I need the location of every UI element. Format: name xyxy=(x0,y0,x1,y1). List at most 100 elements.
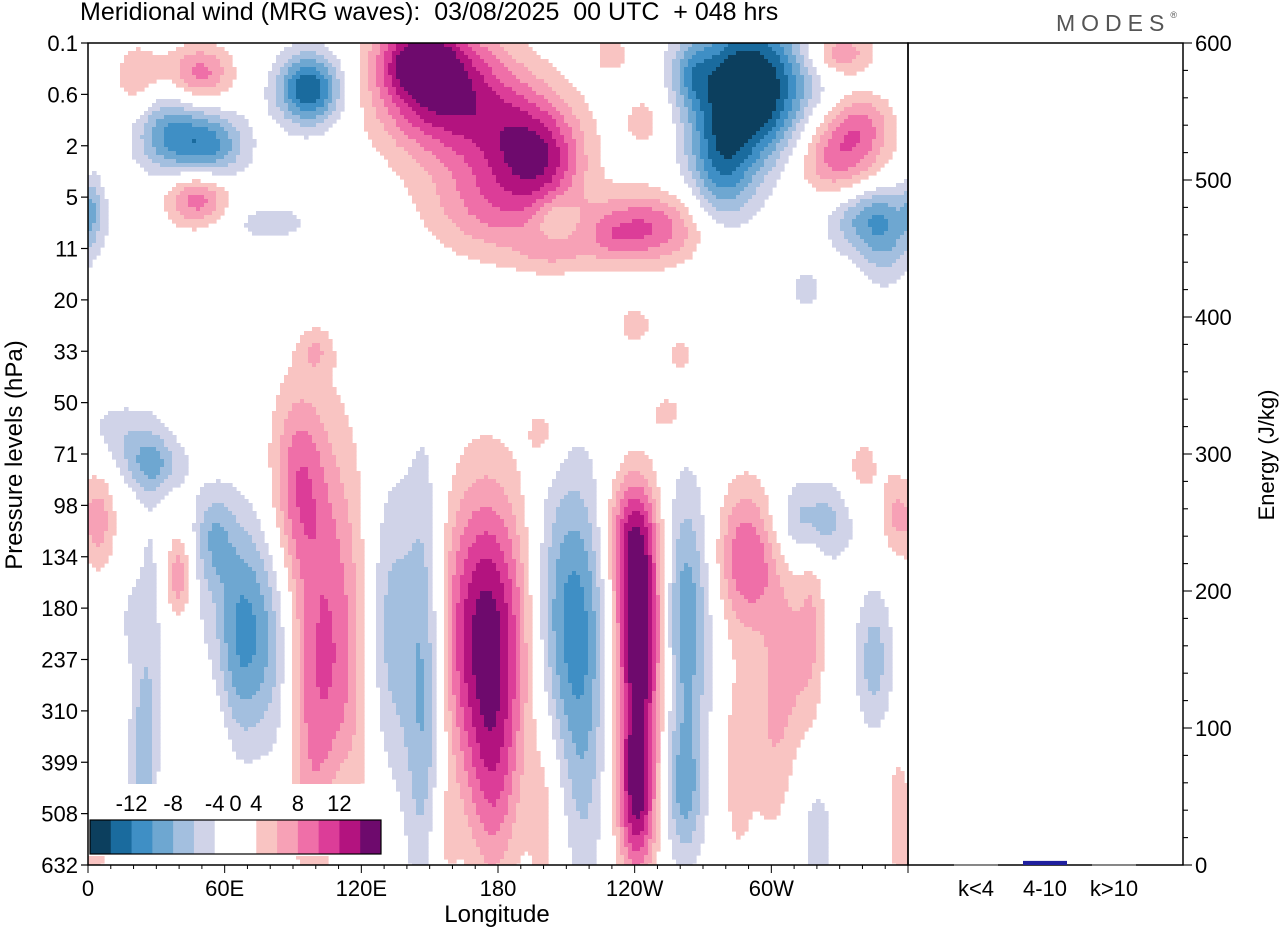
field-cell xyxy=(384,79,393,84)
field-cell xyxy=(300,335,329,340)
field-cell xyxy=(200,583,209,588)
field-cell xyxy=(664,75,673,80)
field-cell xyxy=(388,63,397,68)
field-cell xyxy=(392,135,409,140)
field-row xyxy=(132,703,889,708)
field-cell xyxy=(224,627,237,632)
field-cell xyxy=(540,603,549,608)
field-cell xyxy=(448,567,457,572)
field-cell xyxy=(192,91,221,96)
field-cell xyxy=(652,555,657,560)
field-cell xyxy=(376,619,385,624)
field-cell xyxy=(132,591,157,596)
field-cell xyxy=(172,539,181,544)
field-cell xyxy=(612,551,617,556)
field-cell xyxy=(464,679,477,684)
field-cell xyxy=(132,143,145,148)
field-cell xyxy=(648,615,653,620)
field-cell xyxy=(788,111,797,116)
field-row xyxy=(88,175,869,180)
field-cell xyxy=(768,43,781,48)
field-cell xyxy=(444,527,453,532)
field-cell xyxy=(328,435,353,440)
field-cell xyxy=(300,635,305,640)
field-cell xyxy=(204,215,221,220)
field-cell xyxy=(300,707,305,712)
field-row xyxy=(132,155,893,160)
field-cell xyxy=(660,559,665,564)
field-cell xyxy=(504,151,549,156)
field-cell xyxy=(144,563,157,568)
field-cell xyxy=(220,147,233,152)
field-cell xyxy=(296,583,305,588)
field-cell xyxy=(368,83,377,88)
field-cell xyxy=(592,699,601,704)
field-cell xyxy=(488,159,505,164)
field-cell xyxy=(120,467,129,472)
field-cell xyxy=(768,691,801,696)
field-cell xyxy=(808,71,817,76)
field-cell xyxy=(576,171,585,176)
field-cell xyxy=(852,103,873,108)
field-cell xyxy=(288,575,293,580)
field-cell xyxy=(328,103,337,108)
field-cell xyxy=(332,503,349,508)
field-cell xyxy=(884,487,908,492)
field-cell xyxy=(820,175,853,180)
field-cell xyxy=(660,631,665,636)
field-cell xyxy=(412,547,425,552)
field-cell xyxy=(548,559,557,564)
field-cell xyxy=(348,611,357,616)
field-cell xyxy=(652,571,657,576)
field-cell xyxy=(156,119,209,124)
field-cell xyxy=(336,463,357,468)
field-cell xyxy=(316,59,329,64)
field-cell xyxy=(552,131,561,136)
field-cell xyxy=(304,587,345,592)
field-cell xyxy=(736,611,817,616)
field-cell xyxy=(356,611,365,616)
field-cell xyxy=(468,555,505,560)
field-cell xyxy=(780,127,789,132)
field-cell xyxy=(288,411,317,416)
field-cell xyxy=(464,159,489,164)
field-cell xyxy=(668,619,673,624)
field-cell xyxy=(552,179,561,184)
field-cell xyxy=(516,695,521,700)
field-cell xyxy=(632,695,649,700)
field-cell xyxy=(684,567,693,572)
field-cell xyxy=(812,603,825,608)
field-cell xyxy=(676,543,697,548)
field-cell xyxy=(648,603,653,608)
field-cell xyxy=(884,131,897,136)
field-cell xyxy=(564,627,589,632)
field-cell xyxy=(480,187,505,192)
field-cell xyxy=(608,535,613,540)
field-cell xyxy=(512,715,521,720)
field-cell xyxy=(132,703,141,708)
field-cell xyxy=(616,599,621,604)
field-cell xyxy=(104,415,157,420)
field-cell xyxy=(376,667,389,672)
field-cell xyxy=(432,675,437,680)
field-cell xyxy=(288,535,293,540)
field-cell xyxy=(448,695,457,700)
field-cell xyxy=(616,663,621,668)
field-cell xyxy=(368,87,381,92)
field-cell xyxy=(220,643,229,648)
field-row xyxy=(112,451,873,456)
field-cell xyxy=(392,59,397,64)
field-cell xyxy=(280,475,289,480)
field-cell xyxy=(776,571,793,576)
field-cell xyxy=(312,403,345,408)
field-cell xyxy=(520,711,525,716)
field-cell xyxy=(560,463,593,468)
field-cell xyxy=(416,643,421,648)
field-cell xyxy=(300,675,305,680)
field-cell xyxy=(196,567,205,572)
field-cell xyxy=(132,127,145,132)
field-cell xyxy=(856,675,865,680)
field-cell xyxy=(648,635,653,640)
field-cell xyxy=(276,615,281,620)
field-cell xyxy=(688,227,697,232)
